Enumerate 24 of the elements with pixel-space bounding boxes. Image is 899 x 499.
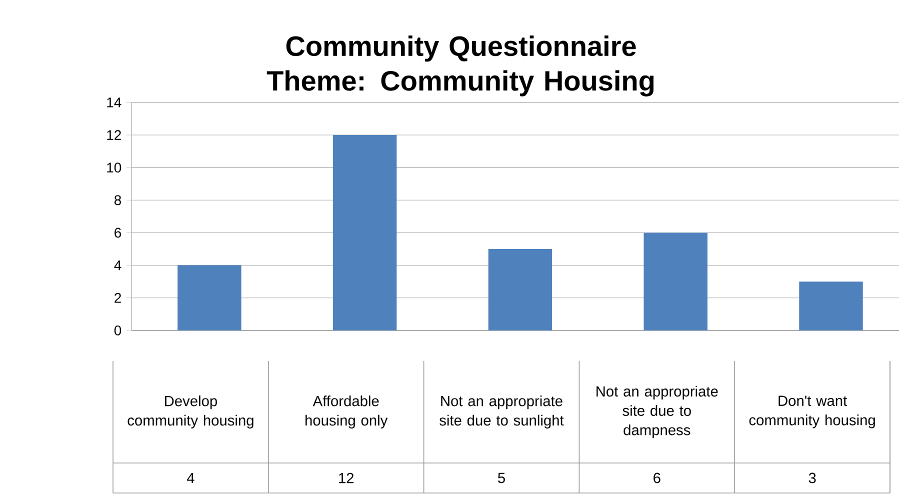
y-tick-label: 2 (114, 292, 121, 303)
bar (799, 282, 863, 330)
y-tick-label: 0 (114, 325, 122, 336)
data-label: 6 (654, 472, 660, 484)
y-tick-label: 6 (114, 228, 122, 238)
y-tick-label: 4 (114, 260, 122, 270)
data-label: 3 (808, 472, 816, 484)
data-label: 12 (339, 472, 354, 484)
y-tick-label: 10 (107, 162, 122, 173)
data-label: 5 (498, 472, 505, 484)
bar (644, 232, 708, 330)
x-tick-label: Not an appropriate site due to sunlight (440, 395, 564, 428)
bar (178, 265, 242, 330)
data-label: 4 (186, 472, 194, 484)
y-tick-label: 14 (107, 98, 122, 108)
x-tick-label: Don't want community housing (749, 396, 875, 428)
bar (332, 135, 397, 330)
y-tick-label: 8 (114, 195, 122, 206)
y-tick-label: 12 (107, 130, 121, 140)
x-tick-label: Develop community housing (128, 395, 254, 428)
x-tick-label: Not an appropriate site due to dampness (596, 386, 718, 438)
x-tick-label: Affordable housing only (306, 395, 388, 428)
chart-title: Community Questionnaire Theme: Community Housing (266, 36, 654, 96)
bar (488, 249, 552, 330)
